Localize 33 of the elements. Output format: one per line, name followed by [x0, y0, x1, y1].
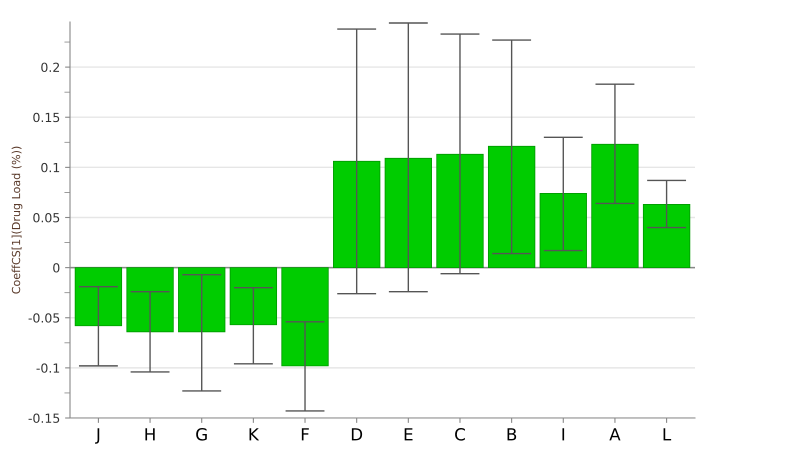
bar — [281, 267, 329, 366]
y-tick-label: 0 — [53, 263, 60, 273]
bar — [126, 267, 174, 332]
y-axis-title: CoeffCS[1](Drug Load (%)) — [12, 146, 22, 294]
bar — [488, 146, 536, 268]
bar — [74, 267, 122, 326]
x-tick-label: J — [95, 428, 100, 444]
x-tick-label: C — [455, 428, 465, 441]
x-tick-label: H — [145, 428, 155, 440]
x-tick-label: B — [508, 428, 516, 440]
y-tick-label: 0.2 — [41, 62, 60, 72]
y-tick-label: -0.1 — [36, 363, 60, 373]
bar — [230, 267, 278, 326]
bar — [540, 193, 587, 268]
bar — [384, 158, 432, 268]
x-tick-label: D — [352, 428, 362, 440]
y-tick-label: 0.1 — [41, 162, 60, 172]
x-tick-label: L — [664, 428, 672, 440]
y-tick-label: -0.05 — [28, 313, 60, 323]
bar — [436, 154, 484, 268]
x-tick-label: F — [302, 428, 309, 440]
x-tick-label: A — [609, 428, 620, 440]
bar — [333, 160, 380, 268]
y-tick-label: 0.05 — [33, 212, 60, 222]
x-tick-label: G — [196, 428, 207, 441]
bar — [642, 204, 690, 268]
bar — [591, 144, 639, 268]
bar — [178, 267, 226, 332]
y-tick-label: -0.15 — [28, 413, 60, 423]
x-tick-label: K — [250, 428, 260, 440]
y-tick-label: 0.15 — [33, 112, 60, 122]
x-tick-label: E — [404, 428, 413, 440]
x-tick-label: I — [562, 428, 564, 440]
